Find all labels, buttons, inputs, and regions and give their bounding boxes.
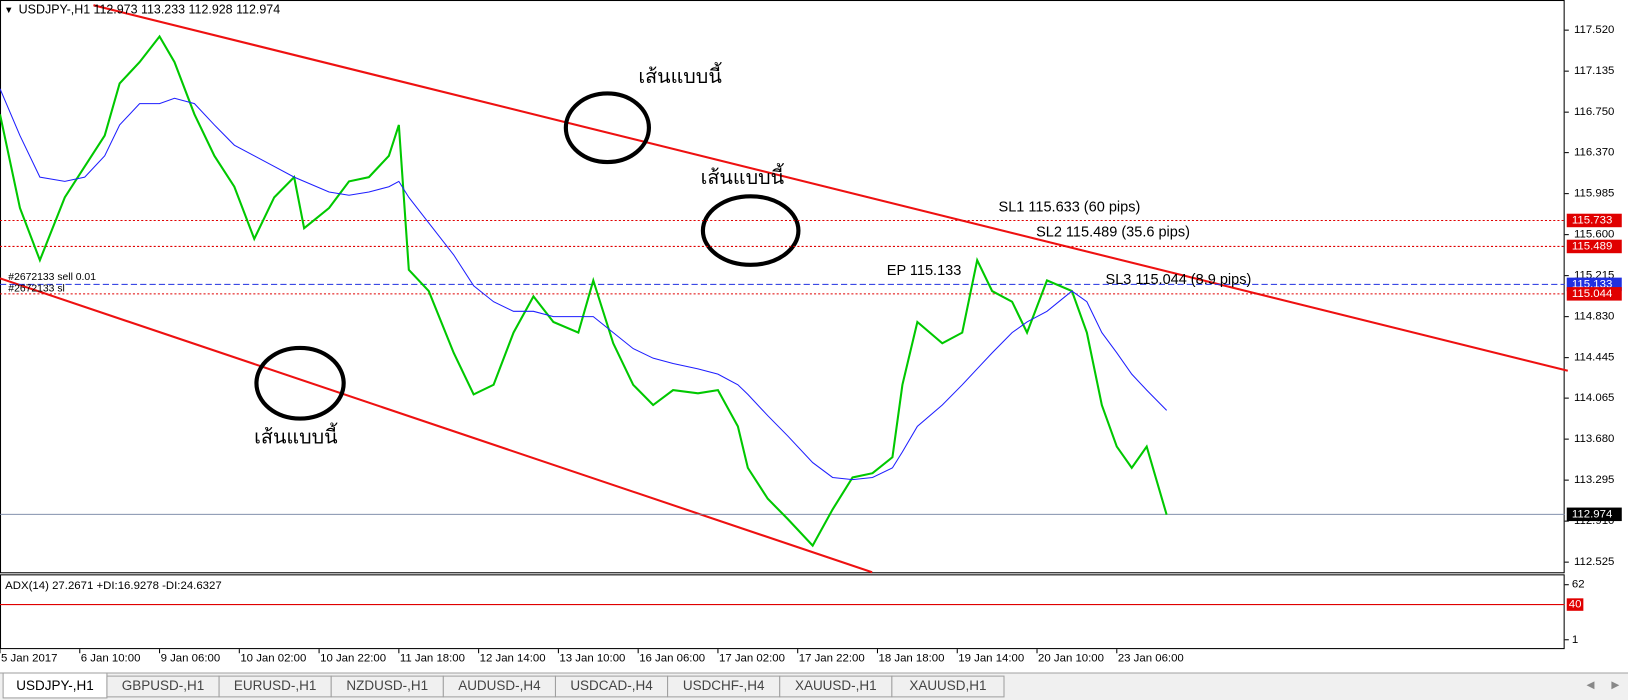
y-tick-label: 114.065: [1574, 392, 1614, 404]
x-tick-label: 10 Jan 22:00: [320, 652, 386, 664]
circle-marker: [254, 345, 346, 421]
adx-tick-label: 1: [1572, 634, 1578, 646]
y-tick-label: 113.680: [1574, 433, 1614, 445]
annotation: เส้นแบบนี้: [701, 163, 785, 189]
annotation: EP 115.133: [887, 263, 962, 279]
tab-label[interactable]: EURUSD-,H1: [234, 678, 316, 693]
x-tick-label: 13 Jan 10:00: [559, 652, 625, 664]
x-tick-label: 9 Jan 06:00: [161, 652, 221, 664]
annotation: SL1 115.633 (60 pips): [999, 200, 1141, 216]
level-tag: [1566, 287, 1622, 301]
tab-label[interactable]: USDCAD-,H4: [570, 678, 653, 693]
adx-level-tag: [1566, 598, 1584, 611]
adx-level-label: 40: [1569, 599, 1582, 611]
level-label: 115.044: [1572, 288, 1613, 300]
y-tick-label: 115.985: [1574, 188, 1614, 200]
y-tick-label: 117.520: [1574, 24, 1614, 36]
annotation: เส้นแบบนี้: [638, 62, 722, 88]
y-tick-label: 116.750: [1574, 106, 1614, 118]
y-tick-label: 117.135: [1574, 65, 1614, 77]
tab[interactable]: [891, 675, 1005, 698]
adx-panel: [0, 574, 1565, 650]
price-series: [0, 34, 1168, 548]
annotation: #2672133 sell 0.01: [8, 272, 96, 283]
adx-tick-label: 62: [1572, 579, 1585, 591]
annotation: #2672133 sl: [8, 283, 65, 294]
level-tag: [1566, 239, 1622, 254]
price-series: [0, 88, 1168, 481]
level-label: 112.974: [1572, 508, 1613, 520]
tab[interactable]: [2, 672, 108, 699]
x-tick-label: 17 Jan 02:00: [719, 652, 785, 664]
x-tick-label: 12 Jan 14:00: [480, 652, 546, 664]
circle-marker: [563, 91, 651, 165]
tab-label[interactable]: XAUUSD,H1: [909, 678, 986, 693]
tab-label[interactable]: XAUUSD-,H1: [795, 678, 877, 693]
x-tick-label: 6 Jan 10:00: [81, 652, 141, 664]
annotation: เส้นแบบนี้: [254, 422, 338, 448]
tab-label[interactable]: AUDUSD-,H4: [458, 678, 541, 693]
tab-label[interactable]: USDCHF-,H4: [683, 678, 765, 693]
y-tick-label: 112.525: [1574, 556, 1614, 568]
ohlc: 112.973 113.233 112.928 112.974: [93, 3, 280, 17]
adx-title: ADX(14) 27.2671 +DI:16.9278 -DI:24.6327: [5, 580, 222, 592]
menu-arrow[interactable]: ▼: [4, 5, 13, 15]
channel-lower: [0, 277, 873, 574]
x-tick-label: 16 Jan 06:00: [639, 652, 705, 664]
x-tick-label: 11 Jan 18:00: [400, 652, 465, 664]
x-tick-label: 18 Jan 18:00: [879, 652, 945, 664]
main-panel: [0, 0, 1565, 574]
level-label: 115.489: [1572, 240, 1612, 252]
channel-upper: [93, 4, 1569, 372]
x-tick-label: 20 Jan 10:00: [1038, 652, 1104, 664]
x-tick-label: 19 Jan 14:00: [958, 652, 1024, 664]
x-tick-label: 5 Jan 2017: [1, 652, 57, 664]
y-tick-label: 113.295: [1574, 474, 1614, 486]
x-tick-label: 10 Jan 02:00: [240, 652, 306, 664]
level-tag: [1566, 213, 1622, 228]
symbol-title: USDJPY-,H1: [19, 3, 91, 17]
tab-label[interactable]: GBPUSD-,H1: [122, 678, 204, 693]
x-tick-label: 23 Jan 06:00: [1118, 652, 1184, 664]
annotation: SL2 115.489 (35.6 pips): [1036, 224, 1190, 240]
tab-label[interactable]: USDJPY-,H1: [16, 678, 93, 693]
x-tick-label: 17 Jan 22:00: [799, 652, 865, 664]
circle-marker: [700, 194, 801, 267]
level-label: 115.733: [1572, 214, 1612, 226]
y-tick-label: 114.445: [1574, 352, 1614, 364]
y-tick-label: 114.830: [1574, 311, 1614, 323]
tab-label[interactable]: NZDUSD-,H1: [346, 678, 428, 693]
annotation: SL3 115.044 (8.9 pips): [1106, 272, 1252, 288]
scroll-left[interactable]: ◀: [1586, 680, 1594, 691]
y-tick-label: 116.370: [1574, 147, 1614, 159]
scroll-right[interactable]: ▶: [1611, 680, 1619, 691]
y-tick-label: 115.600: [1574, 229, 1614, 241]
level-tag: [1566, 507, 1622, 522]
